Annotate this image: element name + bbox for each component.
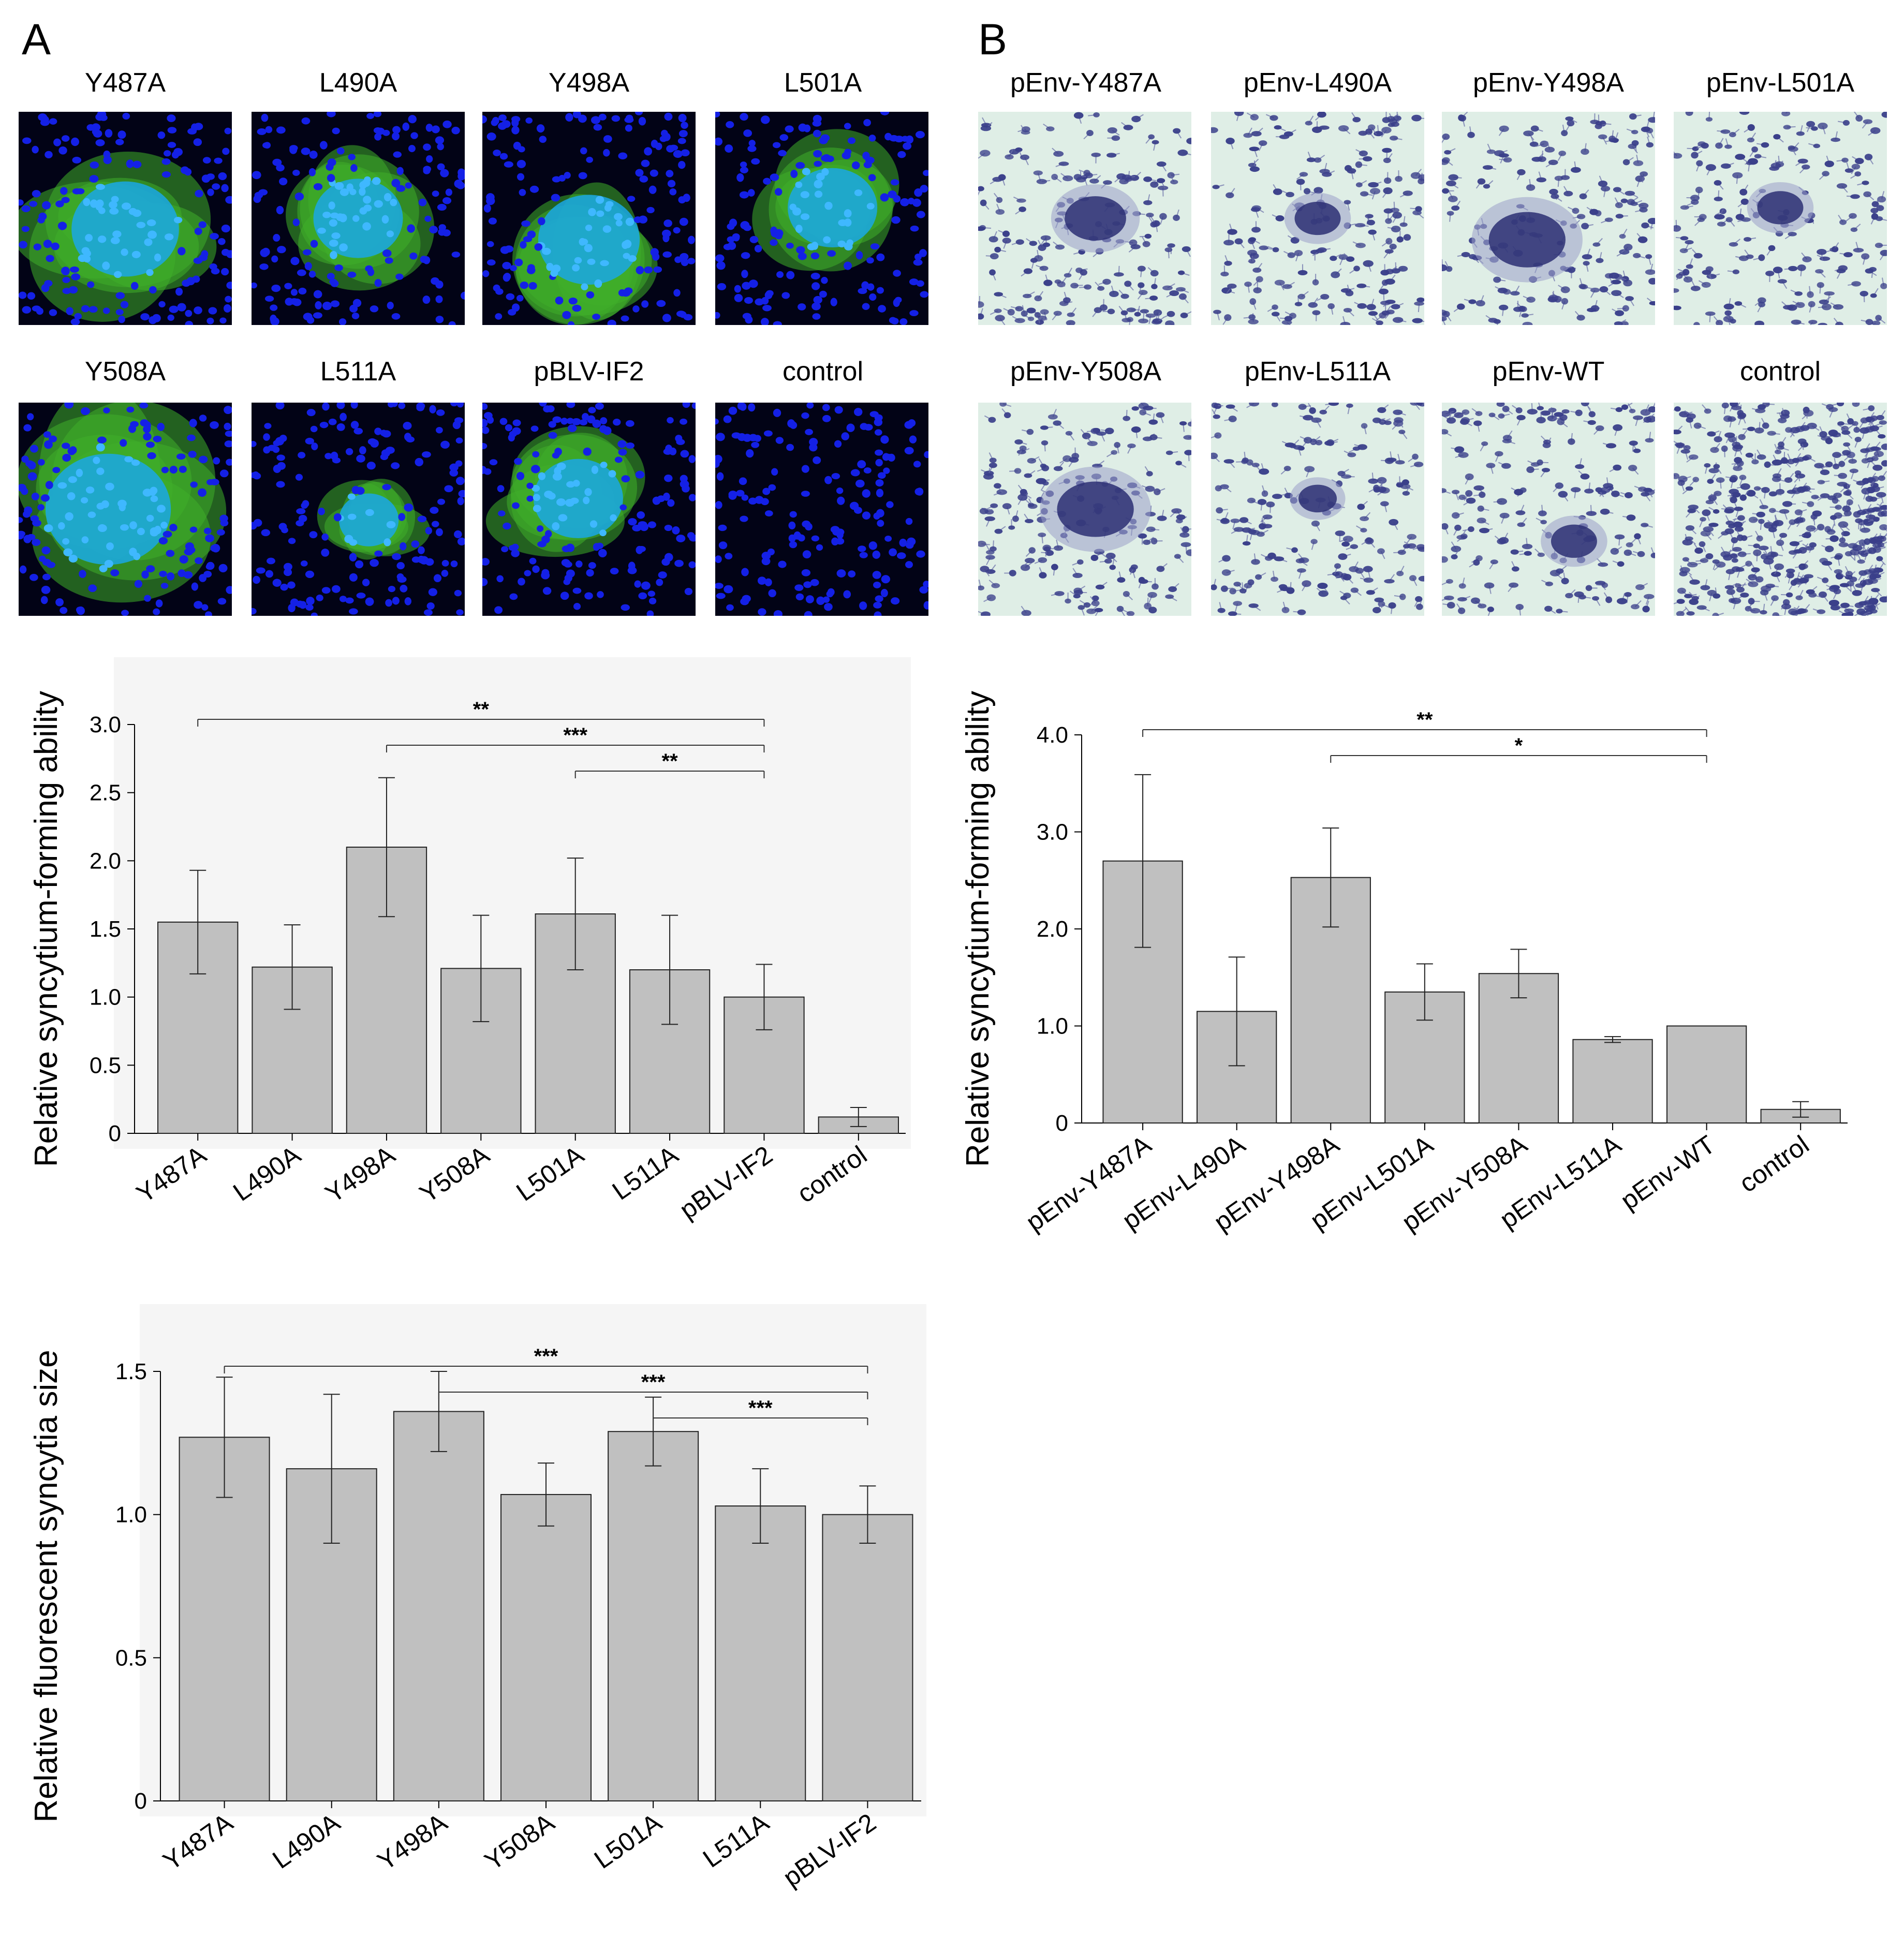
image-label: control xyxy=(714,356,932,387)
image-label: Y508A xyxy=(17,356,234,387)
fluorescence-image xyxy=(252,403,465,616)
x-tick-label: Y508A xyxy=(415,1140,495,1208)
chart-a-syncytia-size: 0 0.5 1.0 1.5 Relative fluorescent syncytia … xyxy=(0,1304,932,1951)
image-label: pEnv-Y498A xyxy=(1440,67,1657,98)
image-label: L490A xyxy=(249,67,467,98)
significance-label: * xyxy=(1515,734,1523,757)
y-tick-label: 2.0 xyxy=(1037,917,1068,942)
bar xyxy=(608,1431,698,1801)
y-tick-label: 2.5 xyxy=(90,780,121,806)
image-label: pEnv-Y508A xyxy=(977,356,1194,387)
fluorescence-image xyxy=(19,112,232,325)
y-tick-label: 1.5 xyxy=(90,917,121,942)
panel-letter-b: B xyxy=(978,14,1007,65)
y-tick-label: 1.0 xyxy=(90,985,121,1010)
fluorescence-image xyxy=(482,112,696,325)
image-label: pEnv-WT xyxy=(1440,356,1657,387)
stained-cell-image xyxy=(978,112,1191,325)
x-tick-label: L511A xyxy=(607,1140,684,1206)
significance-label: *** xyxy=(563,724,587,747)
y-tick-label: 0 xyxy=(109,1121,121,1146)
stained-cell-image xyxy=(1211,112,1424,325)
bar xyxy=(715,1506,805,1801)
y-tick-label: 4.0 xyxy=(1037,722,1068,748)
bar xyxy=(1573,1040,1652,1123)
image-label: pEnv-L490A xyxy=(1209,67,1426,98)
stained-cell-image xyxy=(1674,403,1887,616)
fluorescence-image xyxy=(252,112,465,325)
image-label: L511A xyxy=(249,356,467,387)
y-tick-label: 1.0 xyxy=(115,1502,147,1528)
panel-letter-a: A xyxy=(22,14,51,65)
x-tick-label: Y508A xyxy=(479,1808,560,1876)
y-axis-title: Relative syncytium-forming ability xyxy=(28,691,64,1167)
bar xyxy=(1667,1026,1746,1124)
significance-label: *** xyxy=(748,1397,773,1420)
y-axis-title: Relative syncytium-forming ability xyxy=(960,691,996,1167)
y-tick-label: 3.0 xyxy=(1037,820,1068,845)
image-label: pEnv-L511A xyxy=(1209,356,1426,387)
image-label: L501A xyxy=(714,67,932,98)
bar xyxy=(394,1411,484,1801)
stained-cell-image xyxy=(1211,403,1424,616)
x-tick-label: L511A xyxy=(698,1808,774,1873)
x-tick-label: L490A xyxy=(228,1140,306,1207)
x-tick-label: Y498A xyxy=(372,1808,453,1876)
chart-a-syncytium-ability: 0 0.5 1.0 1.5 2.0 2.5 3.0 Relative syncytium-fo… xyxy=(0,657,932,1304)
fluorescence-image xyxy=(715,112,928,325)
x-tick-label: L501A xyxy=(511,1140,589,1207)
y-tick-label: 0 xyxy=(1056,1111,1068,1136)
image-label: pEnv-L501A xyxy=(1672,67,1889,98)
bar xyxy=(501,1495,591,1801)
image-label: Y498A xyxy=(480,67,698,98)
x-tick-label: pBLV-IF2 xyxy=(674,1140,778,1224)
image-label: control xyxy=(1672,356,1889,387)
y-tick-label: 1.0 xyxy=(1037,1014,1068,1039)
y-tick-label: 0.5 xyxy=(115,1645,147,1671)
y-axis-title: Relative fluorescent syncytia size xyxy=(28,1350,64,1822)
y-tick-label: 0 xyxy=(135,1789,147,1814)
stained-cell-image xyxy=(978,403,1191,616)
significance-label: *** xyxy=(641,1371,666,1394)
x-tick-label: Y487A xyxy=(131,1140,212,1208)
fluorescence-image xyxy=(482,403,696,616)
stained-cell-image xyxy=(1674,112,1887,325)
fluorescence-image xyxy=(715,403,928,616)
x-tick-label: Y498A xyxy=(320,1140,401,1208)
x-tick-label: Y487A xyxy=(158,1808,239,1876)
x-tick-label: control xyxy=(1734,1130,1814,1198)
bar xyxy=(822,1515,912,1801)
significance-label: ** xyxy=(1416,708,1433,731)
x-tick-label: pBLV-IF2 xyxy=(778,1808,881,1892)
x-tick-label: L501A xyxy=(589,1808,667,1874)
x-tick-label: pEnv-WT xyxy=(1615,1130,1720,1215)
chart-svg: 0 0.5 1.0 1.5 2.0 2.5 3.0 Relative syncytium-fo… xyxy=(0,657,932,1304)
stained-cell-image xyxy=(1442,403,1655,616)
y-tick-label: 1.5 xyxy=(115,1359,147,1384)
x-tick-label: L490A xyxy=(267,1808,345,1874)
image-label: pEnv-Y487A xyxy=(977,67,1194,98)
x-tick-label: control xyxy=(792,1140,872,1208)
y-tick-label: 2.0 xyxy=(90,848,121,874)
chart-svg: 0 0.5 1.0 1.5 Relative fluorescent syncytia … xyxy=(0,1304,932,1951)
image-label: Y487A xyxy=(17,67,234,98)
fluorescence-image xyxy=(19,403,232,616)
y-tick-label: 3.0 xyxy=(90,712,121,737)
significance-label: *** xyxy=(534,1345,558,1368)
significance-label: ** xyxy=(473,698,490,721)
stained-cell-image xyxy=(1442,112,1655,325)
y-tick-label: 0.5 xyxy=(90,1053,121,1078)
significance-label: ** xyxy=(662,750,678,773)
image-label: pBLV-IF2 xyxy=(480,356,698,387)
